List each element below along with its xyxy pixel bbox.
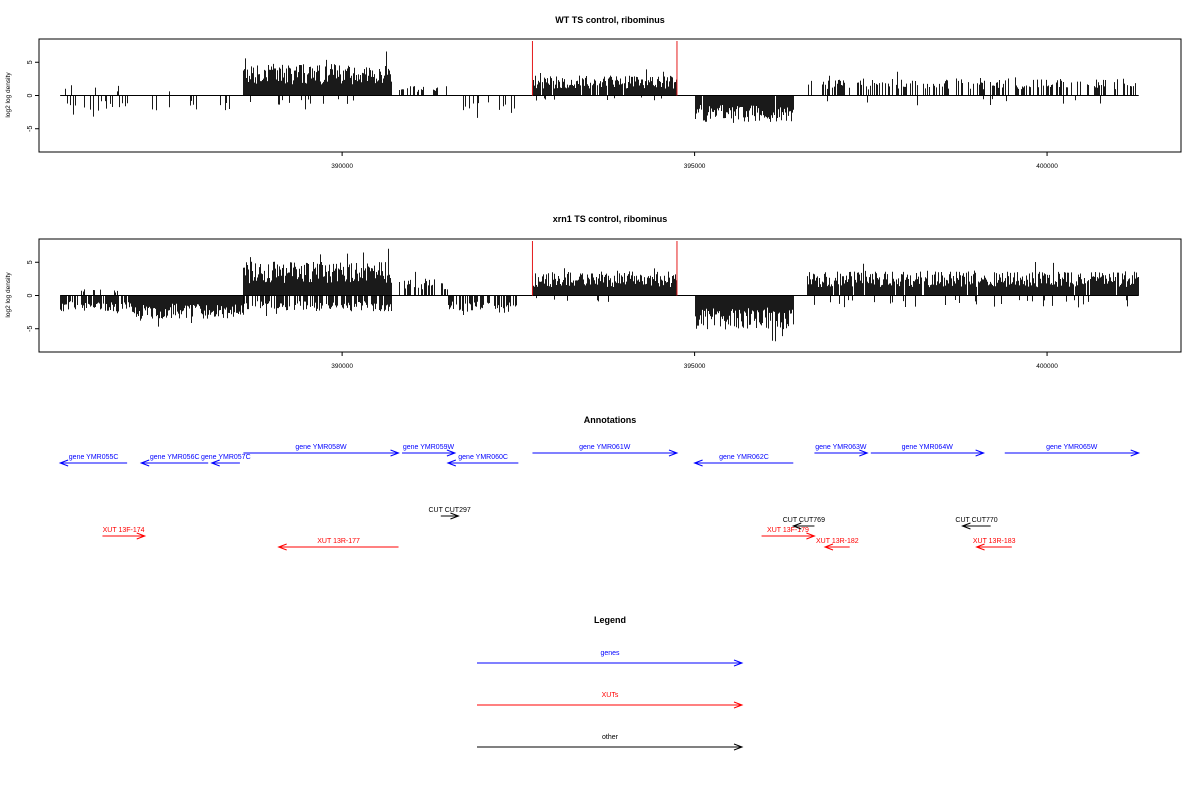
gene-label: gene YMR056C: [150, 454, 200, 461]
xut-arrow: [277, 543, 399, 551]
xut-label: XUT 13R-182: [816, 538, 859, 545]
legend-xuts-arrow: [477, 701, 744, 709]
xut-arrow: [102, 532, 147, 540]
legend-genes-arrow: [477, 659, 744, 667]
x-tick-label: 400000: [1036, 163, 1058, 170]
xut-label: XUT 13F-179: [767, 527, 809, 534]
gene-label: gene YMR059W: [403, 444, 455, 451]
gene-label: gene YMR060C: [458, 454, 508, 461]
axes: -5 0 5 390000 395000 400000: [27, 60, 1058, 170]
xut-label: XUT 13F-174: [103, 527, 145, 534]
legend-title: Legend: [594, 615, 626, 625]
coverage-bars: [60, 240, 1139, 342]
legend-xuts-label: XUTs: [602, 692, 619, 699]
x-tick-label: 400000: [1036, 363, 1058, 370]
x-tick-label: 395000: [684, 163, 706, 170]
cut-label: CUT CUT769: [783, 517, 825, 524]
cut-arrow: [961, 522, 991, 530]
gene-arrow: [402, 449, 457, 457]
y-tick-label: 5: [27, 60, 34, 64]
legend-other-label: other: [602, 734, 619, 741]
y-tick-label: 0: [27, 293, 34, 297]
y-tick-label: 0: [27, 93, 34, 97]
xut-arrow: [975, 543, 1012, 551]
xut-features: XUT 13F-174 XUT 13R-177 XUT 13F-179 XUT 13R…: [102, 527, 1016, 551]
y-tick-label: -5: [27, 326, 34, 332]
gene-label: gene YMR065W: [1046, 444, 1098, 451]
gene-arrow: [139, 459, 209, 467]
gene-label: gene YMR061W: [579, 444, 631, 451]
panel-xrn1-coverage: xrn1 TS control, ribominus log2 log dens…: [5, 214, 1182, 370]
gene-label: gene YMR057C: [201, 454, 251, 461]
gene-arrow: [870, 449, 986, 457]
cut-features: CUT CUT297 CUT CUT769 CUT CUT770: [428, 507, 998, 530]
gene-arrow: [446, 459, 519, 467]
gene-arrow: [1004, 449, 1141, 457]
x-tick-label: 390000: [331, 363, 353, 370]
annotations-track: Annotations gene YMR055C gene YMR056C gene…: [58, 415, 1141, 551]
gene-label: gene YMR062C: [719, 454, 769, 461]
legend-items: genes XUTs other: [477, 650, 744, 751]
legend-genes-label: genes: [600, 650, 620, 657]
xut-label: XUT 13R-183: [973, 538, 1016, 545]
axes: -5 0 5 390000 395000 400000: [27, 260, 1058, 370]
cut-arrow: [791, 522, 815, 530]
gene-label: gene YMR063W: [815, 444, 867, 451]
xut-arrow: [823, 543, 850, 551]
y-tick-label: -5: [27, 126, 34, 132]
x-tick-label: 395000: [684, 363, 706, 370]
xut-arrow: [761, 532, 816, 540]
gene-arrow: [814, 449, 869, 457]
gene-label: gene YMR064W: [902, 444, 954, 451]
y-axis-label: log2 log density: [5, 72, 12, 118]
gene-label: gene YMR058W: [295, 444, 347, 451]
x-tick-label: 390000: [331, 163, 353, 170]
gene-label: gene YMR055C: [69, 454, 119, 461]
gene-arrow: [210, 459, 240, 467]
cut-label: CUT CUT770: [955, 517, 997, 524]
gene-arrow: [243, 449, 400, 457]
xut-label: XUT 13R-177: [317, 538, 360, 545]
gene-arrow: [532, 449, 679, 457]
y-tick-label: 5: [27, 260, 34, 264]
gene-arrow: [693, 459, 794, 467]
chart-title: WT TS control, ribominus: [555, 15, 665, 25]
cut-label: CUT CUT297: [428, 507, 470, 514]
annotations-title: Annotations: [584, 415, 637, 425]
legend-other-arrow: [477, 743, 744, 751]
coverage-bars: [60, 40, 1139, 123]
cut-arrow: [440, 512, 460, 520]
gene-features: gene YMR055C gene YMR056C gene YMR057C gene…: [58, 444, 1141, 467]
legend: Legend genes XUTs other: [477, 615, 744, 751]
gene-arrow: [58, 459, 128, 467]
y-axis-label: log2 log density: [5, 272, 12, 318]
chart-title: xrn1 TS control, ribominus: [553, 214, 668, 224]
panel-wt-coverage: WT TS control, ribominus log2 log densit…: [5, 15, 1182, 170]
